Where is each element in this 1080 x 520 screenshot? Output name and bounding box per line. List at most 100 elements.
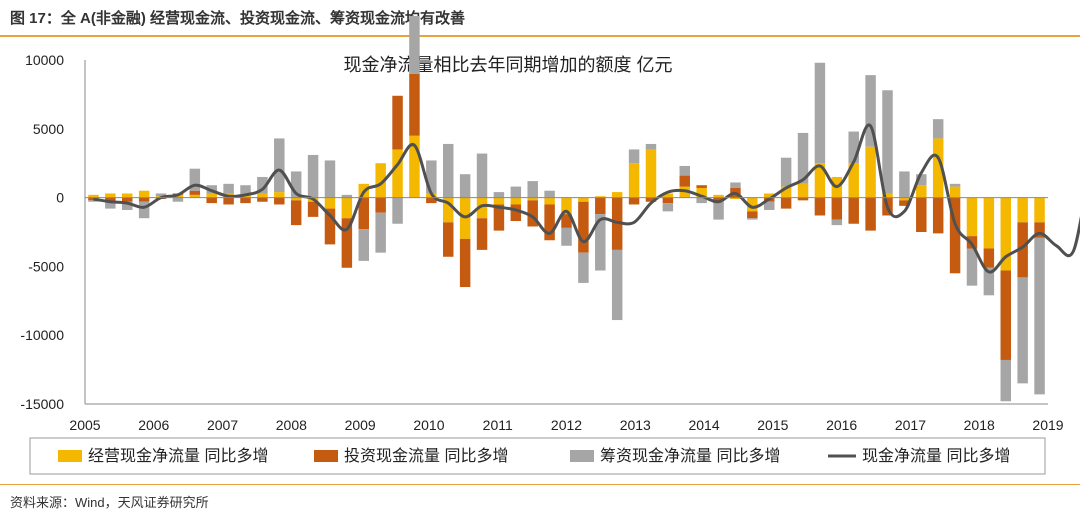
bar-financing bbox=[527, 181, 538, 198]
x-tick-label: 2012 bbox=[551, 417, 582, 433]
bar-investing bbox=[544, 204, 555, 241]
bar-operating bbox=[290, 197, 302, 201]
legend-label-financing: 筹资现金净流量 同比多增 bbox=[600, 447, 780, 465]
bar-operating bbox=[578, 197, 589, 202]
bar-investing bbox=[578, 201, 589, 253]
bar-operating bbox=[544, 197, 555, 205]
bar-financing bbox=[459, 174, 471, 198]
x-tick-label: 2014 bbox=[688, 417, 719, 433]
bar-investing bbox=[780, 197, 792, 209]
x-tick-label: 2008 bbox=[276, 417, 307, 433]
bar-investing bbox=[1017, 222, 1028, 278]
bar-investing bbox=[121, 197, 133, 202]
bar-financing bbox=[848, 131, 859, 164]
bar-operating bbox=[780, 186, 792, 198]
bar-operating bbox=[848, 163, 859, 198]
bar-operating bbox=[797, 183, 809, 198]
bar-financing bbox=[442, 143, 454, 198]
bar-operating bbox=[189, 194, 201, 198]
x-tick-label: 2007 bbox=[207, 417, 238, 433]
bar-financing bbox=[865, 75, 876, 147]
cashflow-chart: 现金净流量相比去年同期增加的额度 亿元 10000 5000 0 -5000 -1000… bbox=[20, 15, 1080, 475]
bar-investing bbox=[358, 197, 370, 230]
bar-financing bbox=[426, 160, 437, 194]
bar-investing bbox=[510, 204, 522, 221]
bar-investing bbox=[189, 190, 201, 195]
bar-operating bbox=[865, 146, 876, 198]
bar-investing bbox=[932, 197, 944, 234]
bar-investing bbox=[138, 197, 150, 202]
bar-financing bbox=[814, 62, 826, 164]
bar-operating bbox=[206, 193, 217, 198]
bar-investing bbox=[341, 218, 353, 268]
bar-investing bbox=[274, 197, 285, 205]
bar-operating bbox=[696, 187, 707, 198]
x-tick-label: 2010 bbox=[413, 417, 444, 433]
bar-financing bbox=[747, 218, 758, 220]
bar-investing bbox=[696, 185, 707, 188]
axes: 10000 5000 0 -5000 -10000 -15000 2005 2006 2007 2… bbox=[20, 52, 1063, 433]
bar-investing bbox=[814, 197, 826, 216]
bar-financing bbox=[628, 149, 640, 164]
bar-operating bbox=[611, 192, 623, 198]
x-tick-label: 2015 bbox=[757, 417, 788, 433]
bar-investing bbox=[983, 248, 995, 268]
bar-financing bbox=[105, 201, 116, 209]
top-divider bbox=[0, 35, 1080, 37]
bar-operating bbox=[730, 197, 741, 199]
bar-financing bbox=[493, 192, 505, 198]
bar-financing bbox=[324, 160, 336, 198]
bar-series bbox=[88, 15, 1045, 402]
bar-operating bbox=[527, 197, 538, 201]
bar-operating bbox=[257, 193, 268, 198]
x-tick-label: 2006 bbox=[138, 417, 169, 433]
bar-financing bbox=[274, 138, 285, 193]
bar-operating bbox=[324, 197, 336, 209]
bar-financing bbox=[696, 197, 707, 204]
legend-label-investing: 投资现金流量 同比多增 bbox=[344, 447, 508, 465]
bar-operating bbox=[1017, 197, 1028, 223]
bar-financing bbox=[932, 119, 944, 139]
x-tick-label: 2019 bbox=[1032, 417, 1063, 433]
bar-investing bbox=[257, 197, 268, 202]
bar-operating bbox=[662, 193, 674, 198]
bar-operating bbox=[983, 197, 995, 249]
bar-financing bbox=[88, 200, 99, 202]
bar-operating bbox=[274, 192, 285, 198]
source-note: 资料来源：Wind，天风证券研究所 bbox=[10, 495, 209, 510]
bar-investing bbox=[747, 211, 758, 219]
bar-financing bbox=[662, 203, 674, 212]
bar-operating bbox=[966, 197, 978, 237]
bar-investing bbox=[324, 208, 336, 245]
bar-investing bbox=[105, 197, 116, 202]
bar-operating bbox=[392, 149, 403, 198]
bar-financing bbox=[916, 174, 927, 186]
bar-investing bbox=[797, 197, 809, 201]
bar-investing bbox=[442, 222, 454, 257]
bar-financing bbox=[1034, 237, 1045, 395]
bar-financing bbox=[730, 182, 741, 188]
bar-operating bbox=[645, 149, 657, 198]
bar-investing bbox=[662, 197, 674, 204]
bar-financing bbox=[679, 165, 691, 176]
bar-investing bbox=[679, 175, 691, 187]
bar-financing bbox=[375, 212, 386, 253]
bar-operating bbox=[493, 197, 505, 205]
bar-operating bbox=[713, 194, 724, 198]
bar-investing bbox=[493, 204, 505, 231]
bar-financing bbox=[713, 201, 724, 220]
legend-swatch-financing bbox=[570, 450, 594, 462]
bar-investing bbox=[561, 214, 572, 228]
line-net-cashflow bbox=[93, 123, 1080, 274]
bar-operating bbox=[747, 197, 758, 212]
bar-financing bbox=[949, 183, 961, 187]
bar-financing bbox=[544, 190, 555, 198]
bar-investing bbox=[426, 197, 437, 204]
bar-operating bbox=[916, 185, 927, 198]
bar-financing bbox=[257, 176, 268, 194]
bar-operating bbox=[121, 193, 133, 198]
legend-box bbox=[29, 437, 1046, 475]
bar-financing bbox=[138, 201, 150, 219]
bar-financing bbox=[899, 171, 910, 198]
legend-swatch-operating bbox=[58, 450, 82, 462]
